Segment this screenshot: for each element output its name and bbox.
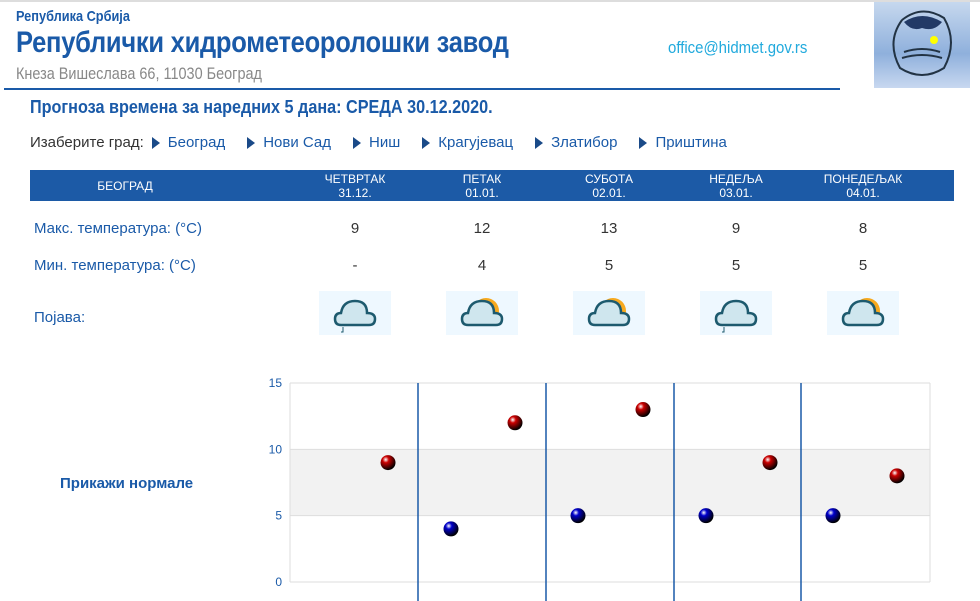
min-temp-cell: - <box>352 257 358 274</box>
cloud-light-rain-icon <box>700 291 772 335</box>
republic-label: Република Србија <box>16 8 130 25</box>
city-link-pristina[interactable]: Приштина <box>639 134 727 151</box>
cloud-sun-icon <box>827 291 899 335</box>
max-temp-point[interactable] <box>380 455 396 471</box>
arrow-icon <box>422 136 431 149</box>
max-temp-label: Макс. температура: (°C) <box>34 220 202 237</box>
max-temp-cell: 9 <box>350 220 360 237</box>
city-link-novi-sad[interactable]: Нови Сад <box>247 134 331 151</box>
day-header: НЕДЕЉА 03.01. <box>681 172 791 200</box>
logo[interactable] <box>874 2 970 88</box>
arrow-icon <box>535 136 544 149</box>
sun-cloud-icon <box>446 291 518 335</box>
day-name: ЧЕТВРТАК <box>324 172 386 186</box>
max-temp-cell: 13 <box>600 220 618 237</box>
phenomenon-label: Појава: <box>34 309 86 326</box>
city-link-beograd[interactable]: Београд <box>151 134 226 151</box>
header-divider <box>4 88 840 90</box>
forecast-table-header: БЕОГРАД ЧЕТВРТАК 31.12. ПЕТАК 01.01. СУБОТА 0… <box>30 170 954 201</box>
min-temp-point[interactable] <box>570 508 586 524</box>
day-date: 04.01. <box>846 186 880 200</box>
min-temp-point[interactable] <box>825 508 841 524</box>
top-border <box>0 0 980 2</box>
day-header: ПОНЕДЕЉАК 04.01. <box>808 172 918 200</box>
max-temp-cell: 8 <box>858 220 868 237</box>
min-temp-label: Мин. температура: (°C) <box>34 257 196 274</box>
city-label: Приштина <box>655 134 727 151</box>
day-name: ПЕТАК <box>462 172 502 186</box>
max-temp-point[interactable] <box>635 402 651 418</box>
day-name: ПОНЕДЕЉАК <box>823 172 903 186</box>
city-label: Нови Сад <box>263 134 332 151</box>
day-date: 03.01. <box>719 186 753 200</box>
min-temp-cell: 5 <box>731 257 741 274</box>
email-link[interactable]: office@hidmet.gov.rs <box>668 38 808 57</box>
y-tick-label: 10 <box>269 442 283 456</box>
max-temp-cell: 9 <box>731 220 741 237</box>
day-name: СУБОТА <box>585 172 633 186</box>
city-select-label: Изаберите град: <box>30 134 144 151</box>
city-label: Златибор <box>551 134 618 151</box>
day-header: ЧЕТВРТАК 31.12. <box>300 172 410 200</box>
show-normals-link[interactable]: Прикажи нормале <box>60 475 194 492</box>
city-label: Крагујевац <box>438 134 514 151</box>
day-date: 31.12. <box>338 186 372 200</box>
city-link-nis[interactable]: Ниш <box>353 134 400 151</box>
city-selector: Изаберите град: Београд Нови Сад Ниш Кра… <box>30 134 749 151</box>
max-temp-point[interactable] <box>762 455 778 471</box>
sun-cloud-icon <box>573 291 645 335</box>
arrow-icon <box>353 136 362 149</box>
day-date: 02.01. <box>592 186 626 200</box>
y-tick-label: 15 <box>269 376 283 390</box>
normal-band <box>290 449 930 516</box>
day-date: 01.01. <box>465 186 499 200</box>
max-temp-point[interactable] <box>507 415 523 431</box>
page-title: Прогноза времена за наредних 5 дана: СРЕ… <box>30 97 493 117</box>
address: Кнеза Вишеслава 66, 11030 Београд <box>16 64 262 83</box>
city-label: Ниш <box>369 134 401 151</box>
city-label: Београд <box>167 134 226 151</box>
max-temp-point[interactable] <box>889 468 905 484</box>
min-temp-point[interactable] <box>698 508 714 524</box>
y-tick-label: 5 <box>275 509 282 523</box>
city-header: БЕОГРАД <box>97 179 153 193</box>
y-tick-label: 0 <box>275 575 282 589</box>
arrow-icon <box>639 136 648 149</box>
min-temp-cell: 4 <box>477 257 487 274</box>
day-name: НЕДЕЉА <box>709 172 763 186</box>
min-temp-cell: 5 <box>604 257 614 274</box>
day-header: СУБОТА 02.01. <box>554 172 664 200</box>
arrow-icon <box>247 136 256 149</box>
arrow-icon <box>151 136 160 149</box>
min-temp-point[interactable] <box>443 521 459 537</box>
min-temp-cell: 5 <box>858 257 868 274</box>
cloud-light-rain-icon <box>319 291 391 335</box>
day-header: ПЕТАК 01.01. <box>427 172 537 200</box>
city-link-kragujevac[interactable]: Крагујевац <box>422 134 513 151</box>
city-link-zlatibor[interactable]: Златибор <box>535 134 617 151</box>
max-temp-cell: 12 <box>473 220 491 237</box>
institute-name[interactable]: Републички хидрометеоролошки завод <box>16 26 509 59</box>
